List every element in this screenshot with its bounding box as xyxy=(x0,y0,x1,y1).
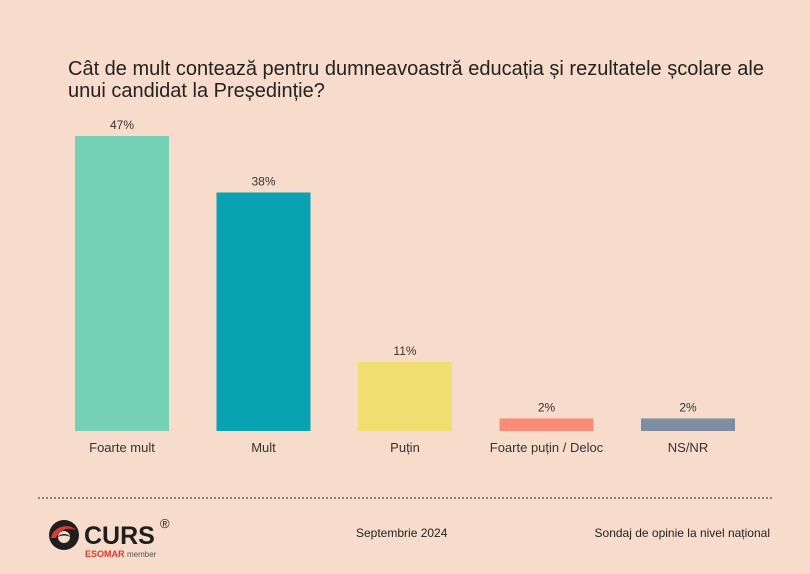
chart-title: Cât de mult contează pentru dumneavoastr… xyxy=(68,58,764,102)
category-label: Foarte mult xyxy=(89,440,155,455)
bar-value-label: 2% xyxy=(538,400,556,414)
footer-divider xyxy=(38,497,772,499)
curs-logo: CURS ® ESOMAR member xyxy=(49,516,170,559)
footer-source: Sondaj de opinie la nivel național xyxy=(594,526,770,540)
category-label: Puțin xyxy=(390,440,420,455)
logo-wordmark: CURS xyxy=(84,522,155,550)
bar-value-label: 11% xyxy=(393,344,416,358)
bar-4 xyxy=(499,418,594,431)
bar-value-label: 47% xyxy=(110,118,134,132)
bar-chart: 47% Foarte mult 38% Mult 11% Puțin 2% Foarte pu… xyxy=(75,118,735,455)
bar-2 xyxy=(216,192,311,431)
bar-value-label: 38% xyxy=(251,174,275,188)
curs-swirl-icon xyxy=(49,520,79,550)
category-label: Mult xyxy=(251,440,276,455)
bar-1 xyxy=(75,136,169,431)
bar-5 xyxy=(641,418,735,431)
logo-esomar: ESOMAR xyxy=(85,549,125,559)
logo-registered-mark: ® xyxy=(160,516,170,531)
category-label: NS/NR xyxy=(668,440,708,455)
bar-value-label: 2% xyxy=(679,400,697,414)
footer-date: Septembrie 2024 xyxy=(356,526,448,540)
category-label: Foarte puțin / Deloc xyxy=(490,440,604,455)
logo-member: member xyxy=(127,550,157,559)
bar-3 xyxy=(358,361,452,431)
